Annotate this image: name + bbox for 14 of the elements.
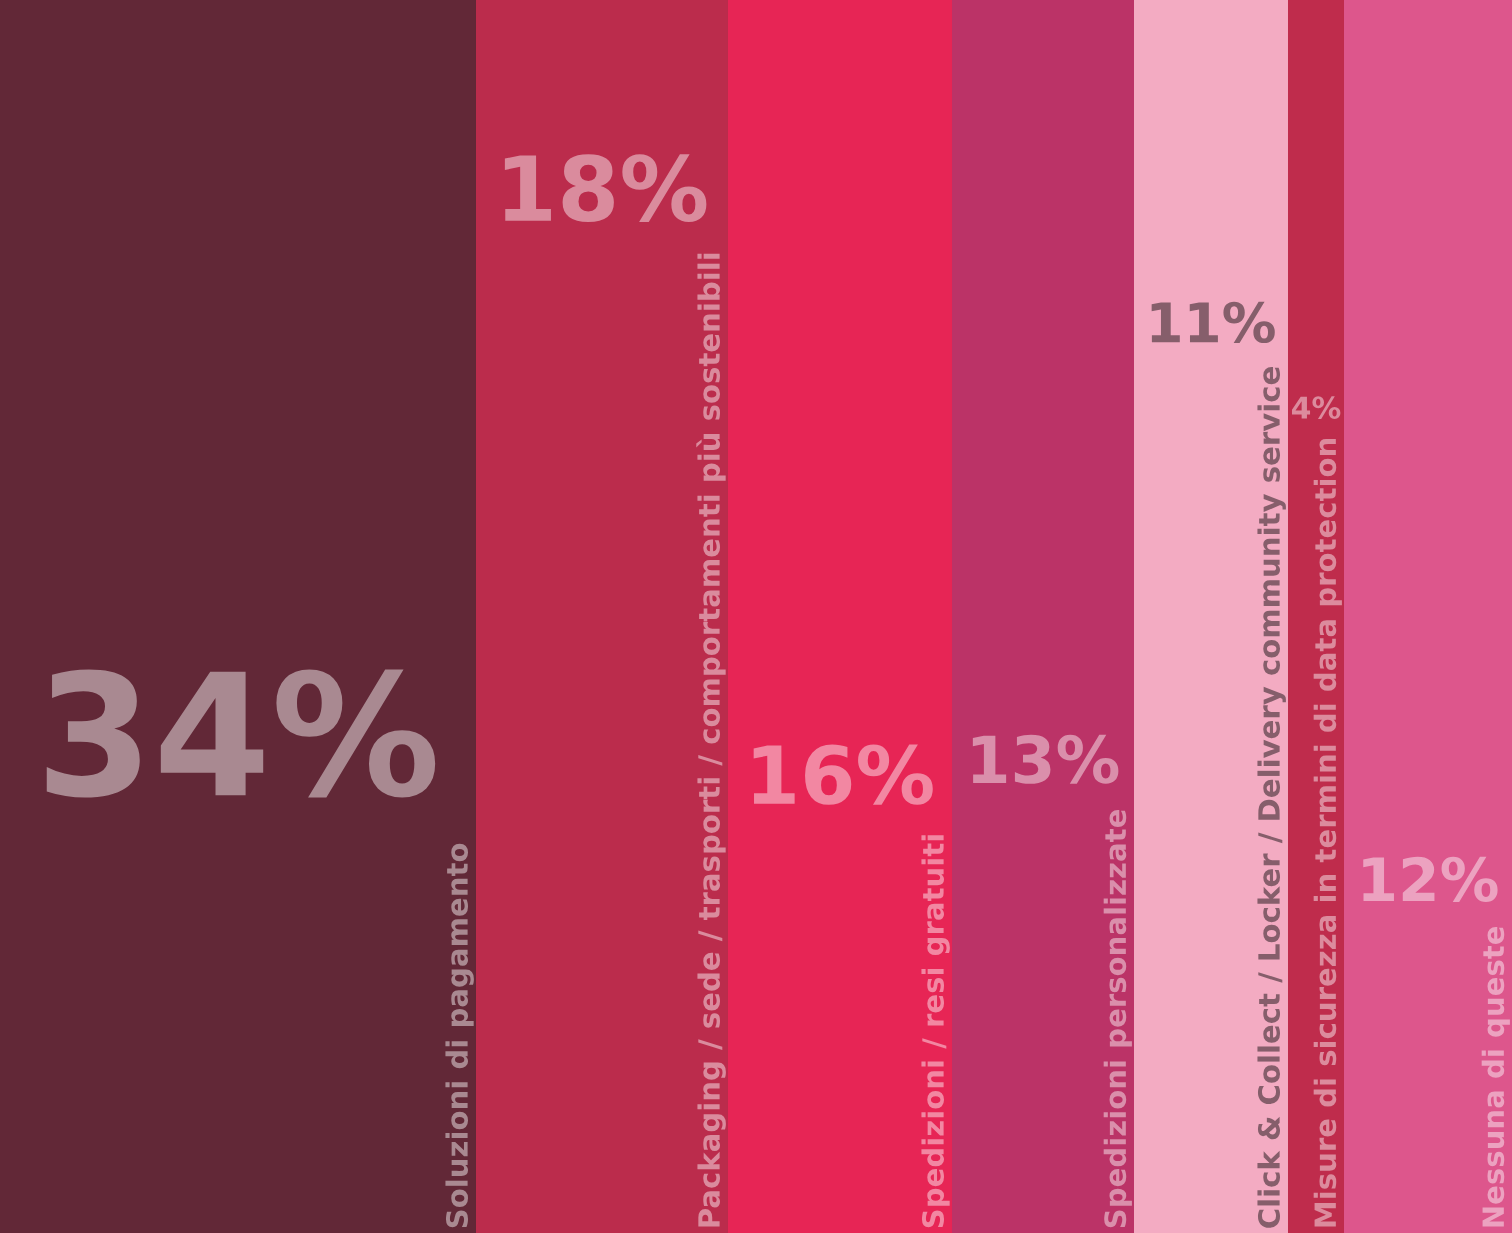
category-label: Spedizioni / resi gratuiti	[921, 835, 950, 1228]
category-label: Spedizioni personalizzate	[1103, 810, 1132, 1228]
category-label: Nessuna di queste	[1481, 926, 1510, 1227]
data-label: 12%	[1363, 856, 1498, 902]
data-label: 4%	[1291, 396, 1341, 419]
category-label: Click & Collect / Locker / Delivery community service	[1257, 367, 1286, 1228]
data-label: 34%	[46, 669, 436, 798]
category-label: Packaging / sede / trasporti / comportamenti più sostenibili	[696, 253, 726, 1227]
category-label: Soluzioni di pagamento	[445, 843, 474, 1228]
data-label: 16%	[753, 744, 933, 805]
data-label: 11%	[1151, 301, 1275, 344]
data-label: 18%	[504, 154, 707, 222]
category-label: Misure di sicurezza in termini di data protection	[1313, 438, 1342, 1227]
data-label: 13%	[972, 734, 1119, 784]
